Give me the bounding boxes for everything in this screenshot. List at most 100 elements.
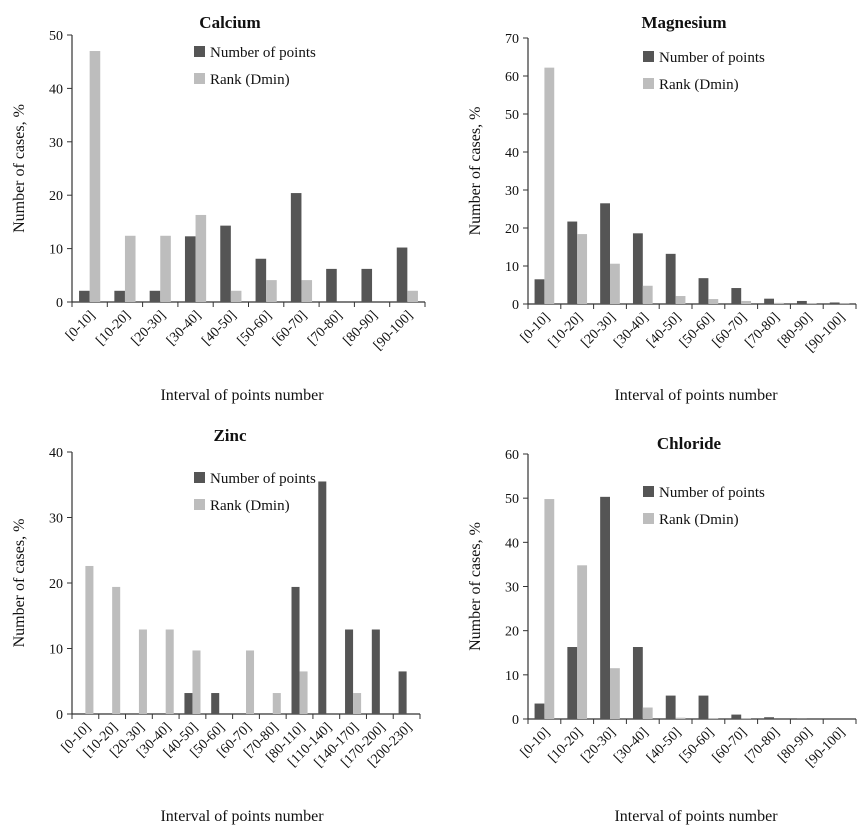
calcium-x-axis-label: Interval of points number bbox=[160, 387, 324, 404]
calcium-y-tick-label: 0 bbox=[56, 296, 63, 311]
chloride-legend-label: Number of points bbox=[659, 485, 765, 501]
magnesium-bar-points bbox=[731, 288, 741, 304]
magnesium-y-tick-label: 40 bbox=[505, 146, 519, 161]
magnesium-x-axis-label: Interval of points number bbox=[614, 387, 778, 404]
chloride-title: Chloride bbox=[657, 434, 722, 453]
magnesium-y-tick-label: 0 bbox=[512, 298, 519, 313]
calcium-bar-points bbox=[185, 236, 196, 302]
chloride-bar-points bbox=[666, 696, 676, 719]
calcium-bar-rank bbox=[266, 280, 277, 302]
chloride-x-tick-label: [10-20] bbox=[546, 725, 586, 765]
chloride-y-tick-label: 50 bbox=[505, 492, 519, 507]
chloride-bar-points bbox=[731, 715, 741, 719]
zinc-bar-points bbox=[372, 630, 380, 714]
magnesium-x-tick-label: [60-70] bbox=[710, 310, 750, 350]
zinc-bar-points bbox=[345, 630, 353, 714]
chloride-bar-points bbox=[600, 497, 610, 719]
magnesium-bar-rank bbox=[774, 303, 784, 304]
zinc-bar-rank bbox=[246, 650, 254, 714]
calcium-bar-rank bbox=[301, 280, 312, 302]
zinc-bar-rank bbox=[85, 566, 93, 714]
magnesium-bar-points bbox=[666, 254, 676, 304]
zinc-bar-points bbox=[318, 481, 326, 714]
chloride-x-tick-label: [40-50] bbox=[644, 725, 684, 765]
zinc-y-tick-label: 30 bbox=[49, 512, 63, 527]
magnesium-y-tick-label: 50 bbox=[505, 108, 519, 123]
calcium-legend-swatch bbox=[194, 73, 205, 84]
chloride-y-tick-label: 40 bbox=[505, 536, 519, 551]
zinc-x-axis-label: Interval of points number bbox=[160, 808, 324, 825]
chloride-y-tick-label: 30 bbox=[505, 581, 519, 596]
calcium-y-tick-label: 40 bbox=[49, 82, 63, 97]
calcium-bar-points bbox=[361, 269, 372, 302]
magnesium-bar-rank bbox=[577, 234, 587, 304]
chloride-y-tick-label: 10 bbox=[505, 669, 519, 684]
chloride-chart: Chloride0102030405060[0-10][10-20][20-30… bbox=[432, 415, 865, 831]
magnesium-bar-points bbox=[535, 279, 545, 304]
zinc-legend-swatch bbox=[194, 499, 205, 510]
zinc-bar-points bbox=[211, 693, 219, 714]
chloride-bar-rank bbox=[544, 499, 554, 719]
zinc-y-axis-label: Number of cases, % bbox=[11, 519, 28, 648]
calcium-y-tick-label: 50 bbox=[49, 29, 63, 44]
zinc-bar-rank bbox=[166, 630, 174, 714]
magnesium-x-tick-label: [20-30] bbox=[579, 310, 619, 350]
calcium-bar-points bbox=[326, 269, 337, 302]
calcium-y-tick-label: 10 bbox=[49, 243, 63, 258]
calcium-bar-points bbox=[150, 291, 161, 302]
chloride-x-tick-label: [30-40] bbox=[611, 725, 651, 765]
calcium-x-tick-label: [50-60] bbox=[235, 308, 275, 348]
zinc-bar-rank bbox=[300, 671, 308, 714]
magnesium-bar-rank bbox=[708, 299, 718, 304]
magnesium-bar-rank bbox=[544, 68, 554, 304]
calcium-y-tick-label: 20 bbox=[49, 189, 63, 204]
magnesium-y-axis-label: Number of cases, % bbox=[467, 107, 484, 236]
calcium-y-tick-label: 30 bbox=[49, 136, 63, 151]
calcium-bar-points bbox=[291, 193, 302, 302]
zinc-bar-rank bbox=[139, 630, 147, 714]
calcium-x-tick-label: [10-20] bbox=[93, 308, 133, 348]
chloride-bar-points bbox=[699, 696, 709, 719]
calcium-x-tick-label: [20-30] bbox=[129, 308, 169, 348]
zinc-title: Zinc bbox=[213, 426, 247, 445]
zinc-bar-points bbox=[399, 671, 407, 714]
chloride-legend-swatch bbox=[643, 513, 654, 524]
zinc-bar-rank bbox=[112, 587, 120, 714]
calcium-x-tick-label: [30-40] bbox=[164, 308, 204, 348]
zinc-legend-label: Number of points bbox=[210, 471, 316, 487]
chloride-bar-points bbox=[633, 647, 643, 719]
calcium-bar-rank bbox=[160, 236, 171, 302]
magnesium-bar-rank bbox=[610, 264, 620, 304]
zinc-y-tick-label: 0 bbox=[56, 708, 63, 723]
chloride-x-tick-label: [50-60] bbox=[677, 725, 717, 765]
calcium-x-tick-label: [90-100] bbox=[371, 308, 416, 353]
calcium-x-tick-label: [60-70] bbox=[270, 308, 310, 348]
chloride-bar-rank bbox=[708, 718, 718, 719]
zinc-y-tick-label: 20 bbox=[49, 577, 63, 592]
calcium-bar-points bbox=[114, 291, 125, 302]
calcium-bar-points bbox=[397, 248, 408, 302]
calcium-legend-label: Rank (Dmin) bbox=[210, 72, 290, 88]
magnesium-x-tick-label: [50-60] bbox=[677, 310, 717, 350]
magnesium-y-tick-label: 30 bbox=[505, 184, 519, 199]
magnesium-x-tick-label: [10-20] bbox=[546, 310, 586, 350]
chloride-bar-points bbox=[535, 704, 545, 719]
magnesium-bar-points bbox=[830, 302, 840, 304]
magnesium-y-tick-label: 60 bbox=[505, 70, 519, 85]
zinc-chart: Zinc010203040[0-10][10-20][20-30][30-40]… bbox=[0, 415, 432, 831]
magnesium-title: Magnesium bbox=[642, 13, 727, 32]
magnesium-bar-rank bbox=[741, 301, 751, 304]
magnesium-y-tick-label: 10 bbox=[505, 260, 519, 275]
chloride-x-tick-label: [70-80] bbox=[743, 725, 783, 765]
magnesium-legend-swatch bbox=[643, 51, 654, 62]
chloride-legend-swatch bbox=[643, 486, 654, 497]
calcium-y-axis-label: Number of cases, % bbox=[11, 104, 28, 233]
zinc-bar-rank bbox=[192, 650, 200, 714]
magnesium-bar-rank bbox=[807, 303, 817, 304]
calcium-chart: Calcium01020304050[0-10][10-20][20-30][3… bbox=[0, 0, 432, 415]
magnesium-legend-swatch bbox=[643, 78, 654, 89]
zinc-y-tick-label: 10 bbox=[49, 643, 63, 658]
magnesium-bar-points bbox=[699, 278, 709, 304]
magnesium-y-tick-label: 20 bbox=[505, 222, 519, 237]
